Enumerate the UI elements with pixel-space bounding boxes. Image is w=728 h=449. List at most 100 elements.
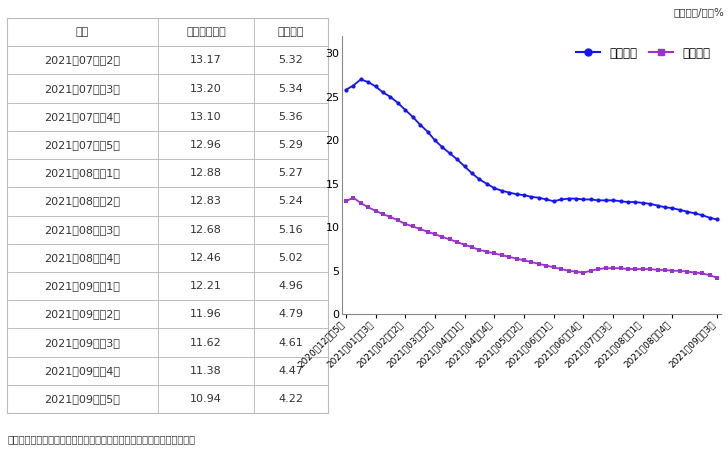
猪肉价格: [705, 215, 714, 220]
Text: 2021年09月第4周: 2021年09月第4周: [44, 366, 121, 376]
Text: 12.88: 12.88: [190, 168, 222, 178]
Text: 猪粮比价: 猪粮比价: [277, 27, 304, 37]
Text: 月份: 月份: [76, 27, 90, 37]
Text: 5.32: 5.32: [278, 55, 303, 65]
Bar: [158, 187, 254, 216]
Text: 2021年09月第1周: 2021年09月第1周: [44, 281, 121, 291]
Legend: 猪肉价格, 猪粮比价: 猪肉价格, 猪粮比价: [571, 42, 715, 64]
Text: 2021年08月第2周: 2021年08月第2周: [44, 196, 121, 207]
Line: 猪肉价格: 猪肉价格: [344, 77, 719, 221]
猪粮比价: [341, 198, 350, 204]
猪肉价格: [460, 164, 469, 169]
Text: 4.79: 4.79: [278, 309, 304, 319]
Bar: [7, 357, 158, 385]
Bar: [158, 328, 254, 357]
Bar: [158, 18, 254, 46]
Bar: [158, 385, 254, 413]
猪粮比价: [430, 232, 439, 237]
Text: 2021年07月第4周: 2021年07月第4周: [44, 112, 121, 122]
Text: 单位：元/斤，%: 单位：元/斤，%: [673, 7, 724, 17]
Bar: [254, 300, 328, 328]
猪粮比价: [705, 273, 714, 278]
猪粮比价: [467, 245, 476, 250]
Text: 11.62: 11.62: [190, 338, 222, 348]
Bar: [254, 103, 328, 131]
Text: 12.96: 12.96: [190, 140, 222, 150]
Text: 13.20: 13.20: [190, 84, 222, 93]
Text: 国内猪肉价格: 国内猪肉价格: [186, 27, 226, 37]
Bar: [7, 159, 158, 187]
Text: 2021年09月第2周: 2021年09月第2周: [44, 309, 121, 319]
Text: 4.96: 4.96: [278, 281, 303, 291]
Text: 2021年09月第5周: 2021年09月第5周: [44, 394, 121, 404]
Text: 12.68: 12.68: [190, 224, 222, 235]
Text: 2021年08月第3周: 2021年08月第3周: [44, 224, 121, 235]
Text: 5.02: 5.02: [278, 253, 303, 263]
Text: 12.83: 12.83: [190, 196, 222, 207]
Bar: [254, 385, 328, 413]
Bar: [158, 46, 254, 75]
猪肉价格: [356, 77, 365, 82]
Text: 4.61: 4.61: [278, 338, 303, 348]
Bar: [254, 187, 328, 216]
Bar: [254, 159, 328, 187]
Bar: [158, 272, 254, 300]
Text: 5.34: 5.34: [278, 84, 303, 93]
Bar: [158, 357, 254, 385]
猪粮比价: [713, 275, 721, 281]
Bar: [158, 103, 254, 131]
Bar: [7, 75, 158, 103]
Bar: [254, 216, 328, 244]
Bar: [158, 216, 254, 244]
Text: 5.29: 5.29: [278, 140, 303, 150]
Bar: [158, 300, 254, 328]
Text: 2021年07月第5周: 2021年07月第5周: [44, 140, 121, 150]
Bar: [7, 18, 158, 46]
Text: 12.46: 12.46: [190, 253, 222, 263]
猪肉价格: [430, 137, 439, 143]
猪粮比价: [349, 195, 357, 200]
Text: 5.24: 5.24: [278, 196, 303, 207]
Bar: [158, 159, 254, 187]
猪肉价格: [341, 87, 350, 92]
Text: 11.96: 11.96: [190, 309, 222, 319]
Text: 2021年07月第2周: 2021年07月第2周: [44, 55, 121, 65]
Bar: [254, 328, 328, 357]
Text: 2021年08月第4周: 2021年08月第4周: [44, 253, 121, 263]
Bar: [158, 75, 254, 103]
猪粮比价: [594, 266, 603, 272]
Text: 4.47: 4.47: [278, 366, 304, 376]
Bar: [254, 75, 328, 103]
Bar: [7, 272, 158, 300]
Text: 5.16: 5.16: [278, 224, 303, 235]
Bar: [7, 300, 158, 328]
Bar: [7, 187, 158, 216]
Bar: [254, 18, 328, 46]
Bar: [254, 46, 328, 75]
Bar: [7, 103, 158, 131]
猪肉价格: [616, 198, 625, 204]
Bar: [158, 244, 254, 272]
Text: 注：国内猪肉价格、猪粮比价根据农业农村部畜牧兽医局发布数据整理。: 注：国内猪肉价格、猪粮比价根据农业农村部畜牧兽医局发布数据整理。: [7, 435, 195, 445]
Bar: [7, 46, 158, 75]
Text: 5.36: 5.36: [278, 112, 303, 122]
Text: 2021年07月第3周: 2021年07月第3周: [44, 84, 121, 93]
猪肉价格: [594, 198, 603, 203]
Text: 2021年09月第3周: 2021年09月第3周: [44, 338, 121, 348]
Bar: [158, 131, 254, 159]
Text: 5.27: 5.27: [278, 168, 303, 178]
Text: 10.94: 10.94: [190, 394, 222, 404]
Bar: [7, 244, 158, 272]
Bar: [254, 357, 328, 385]
Text: 12.21: 12.21: [190, 281, 222, 291]
Bar: [7, 216, 158, 244]
Bar: [7, 385, 158, 413]
Text: 4.22: 4.22: [278, 394, 304, 404]
Bar: [254, 272, 328, 300]
猪肉价格: [713, 217, 721, 222]
Bar: [254, 131, 328, 159]
猪粮比价: [616, 265, 625, 271]
猪肉价格: [467, 171, 476, 176]
Text: 2021年08月第1周: 2021年08月第1周: [44, 168, 121, 178]
Text: 13.10: 13.10: [190, 112, 222, 122]
